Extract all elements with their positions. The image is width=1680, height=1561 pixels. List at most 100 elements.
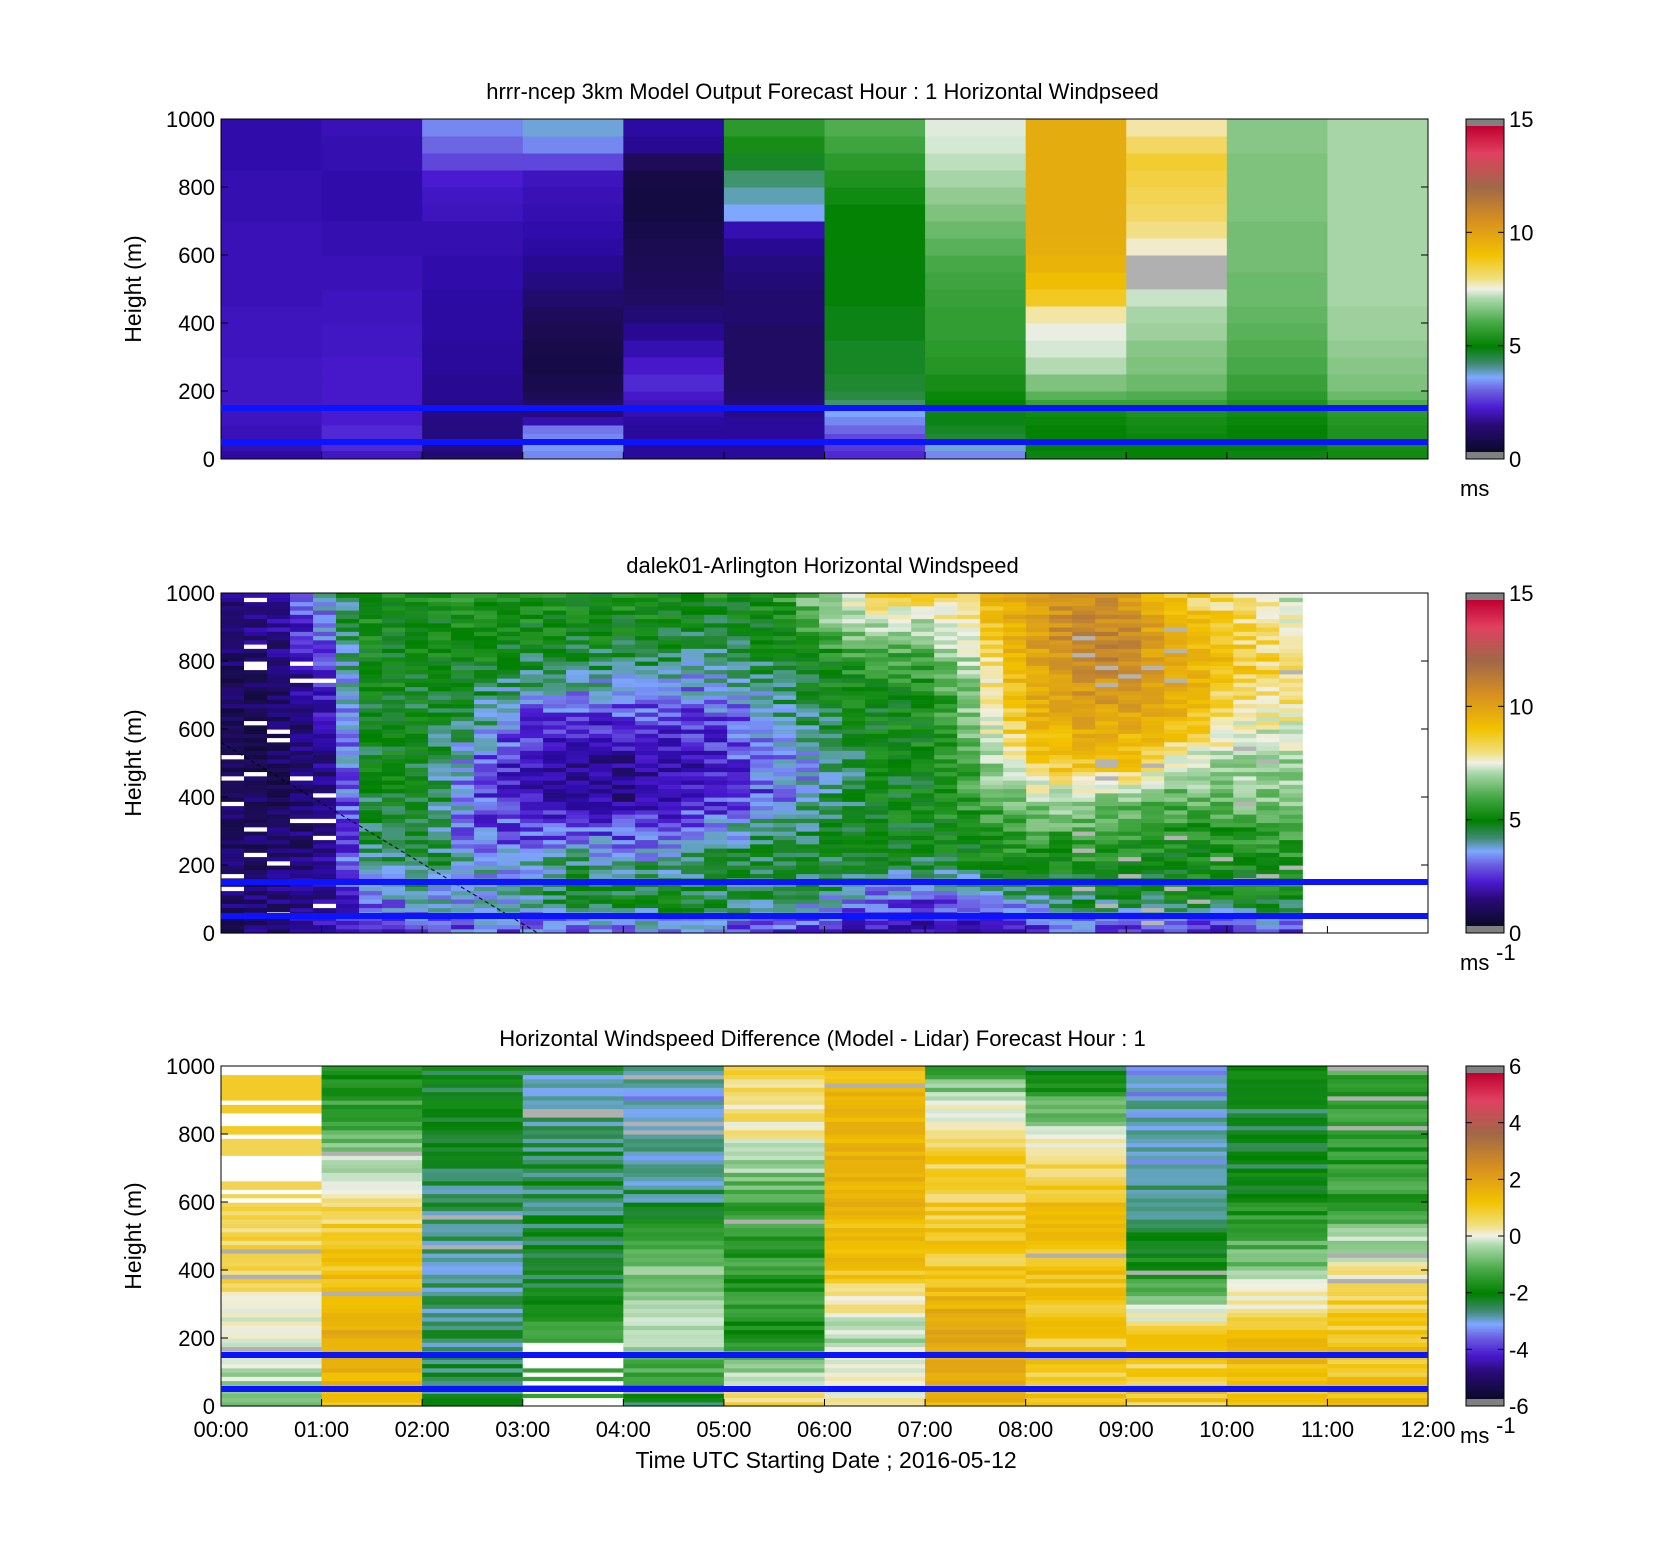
heatmap-cell — [888, 635, 912, 641]
heatmap-cell — [267, 848, 291, 853]
heatmap-cell — [681, 673, 705, 679]
heatmap-cell — [1279, 707, 1303, 713]
heatmap-cell — [221, 831, 245, 836]
heatmap-cell — [382, 763, 406, 768]
heatmap-cell — [957, 805, 981, 811]
heatmap-cell — [321, 1117, 423, 1122]
heatmap-cell — [934, 754, 958, 760]
heatmap-cell — [1233, 835, 1257, 841]
heatmap-cell — [681, 593, 705, 598]
heatmap-cell — [359, 865, 383, 870]
heatmap-cell — [405, 724, 429, 730]
heatmap-cell — [1256, 784, 1280, 790]
heatmap-cell — [1049, 665, 1073, 671]
heatmap-cell — [405, 818, 429, 824]
heatmap-cell — [1095, 729, 1119, 734]
heatmap-cell — [980, 716, 1004, 722]
heatmap-cell — [221, 1338, 323, 1343]
heatmap-cell — [1279, 610, 1303, 615]
heatmap-cell — [244, 903, 268, 909]
heatmap-cell — [221, 1121, 323, 1127]
heatmap-cell — [267, 610, 291, 615]
heatmap-cell — [681, 631, 705, 637]
heatmap-cell — [623, 1155, 725, 1161]
heatmap-cell — [865, 682, 889, 688]
heatmap-cell — [824, 1270, 926, 1275]
heatmap-cell — [321, 1206, 423, 1212]
heatmap-cell — [723, 289, 825, 307]
heatmap-cell — [723, 238, 825, 256]
heatmap-cell — [1095, 712, 1119, 717]
heatmap-cell — [723, 1295, 826, 1301]
heatmap-cell — [824, 255, 926, 273]
heatmap-cell — [474, 639, 498, 645]
heatmap-cell — [957, 639, 981, 645]
heatmap-cell — [1279, 627, 1303, 632]
heatmap-cell — [1003, 814, 1027, 819]
heatmap-cell — [824, 1070, 926, 1076]
heatmap-cell — [1126, 1219, 1228, 1224]
heatmap-cell — [1327, 1329, 1429, 1335]
heatmap-cell — [1141, 695, 1165, 700]
heatmap-cell — [267, 690, 291, 696]
heatmap-cell — [221, 1125, 323, 1131]
heatmap-cell — [497, 903, 521, 909]
heatmap-cell — [865, 831, 889, 836]
heatmap-cell — [1164, 856, 1188, 862]
heatmap-cell — [1226, 1244, 1329, 1250]
heatmap-cell — [566, 712, 590, 717]
heatmap-cell — [1026, 716, 1050, 722]
heatmap-cell — [842, 767, 866, 773]
heatmap-cell — [522, 221, 624, 239]
heatmap-cell — [658, 622, 682, 628]
heatmap-cell — [865, 733, 889, 739]
heatmap-cell — [313, 758, 337, 764]
heatmap-cell — [1187, 860, 1211, 866]
heatmap-cell — [313, 865, 337, 870]
heatmap-cell — [422, 170, 524, 188]
heatmap-cell — [566, 822, 590, 828]
heatmap-cell — [497, 741, 521, 747]
heatmap-cell — [1141, 805, 1165, 811]
heatmap-cell — [925, 221, 1027, 239]
heatmap-cell — [1049, 678, 1073, 683]
heatmap-cell — [244, 746, 268, 751]
heatmap-cell — [336, 801, 360, 807]
heatmap-cell — [911, 826, 935, 832]
heatmap-cell — [359, 618, 383, 624]
heatmap-cell — [934, 843, 958, 849]
heatmap-cell — [842, 601, 866, 607]
heatmap-cell — [704, 699, 728, 705]
heatmap-cell — [290, 801, 314, 807]
heatmap-cell — [1118, 801, 1142, 807]
heatmap-cell — [1210, 924, 1234, 930]
heatmap-cell — [934, 690, 958, 696]
heatmap-cell — [1118, 797, 1142, 802]
heatmap-cell — [1233, 852, 1257, 858]
heatmap-cell — [405, 610, 429, 615]
heatmap-cell — [474, 860, 498, 866]
heatmap-cell — [1026, 665, 1050, 671]
heatmap-cell — [1118, 593, 1142, 598]
heatmap-cell — [497, 690, 521, 696]
heatmap-cell — [1141, 750, 1165, 756]
heatmap-cell — [658, 656, 682, 662]
heatmap-cell — [911, 809, 935, 815]
heatmap-cell — [934, 801, 958, 807]
heatmap-cell — [543, 920, 567, 926]
heatmap-cell — [522, 1248, 624, 1254]
heatmap-cell — [497, 873, 521, 879]
heatmap-cell — [911, 741, 935, 747]
heatmap-cell — [497, 686, 521, 692]
heatmap-cell — [934, 644, 958, 649]
heatmap-cell — [623, 340, 725, 358]
heatmap-cell — [1118, 614, 1142, 620]
heatmap-cell — [451, 835, 475, 841]
heatmap-cell — [244, 627, 268, 632]
heatmap-cell — [1233, 665, 1257, 671]
heatmap-cell — [925, 136, 1027, 154]
heatmap-cell — [474, 686, 498, 692]
heatmap-cell — [267, 605, 291, 611]
heatmap-cell — [290, 741, 314, 747]
heatmap-cell — [474, 716, 498, 722]
